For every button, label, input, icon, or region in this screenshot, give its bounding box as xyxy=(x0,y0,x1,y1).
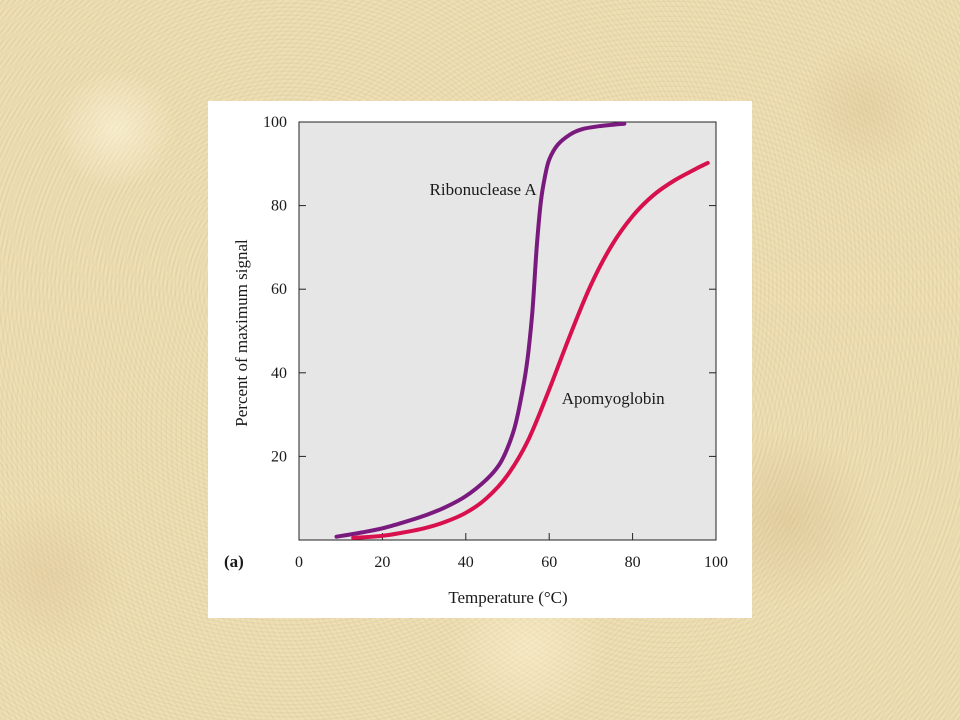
curve-label-ribonuclease-a: Ribonuclease A xyxy=(430,180,538,199)
x-tick-label-80: 80 xyxy=(625,554,641,571)
y-tick-label-60: 60 xyxy=(271,281,287,298)
x-axis-title: Temperature (°C) xyxy=(448,588,567,607)
melting-curve-chart: 20 40 60 80 100 0 20 40 60 80 100 Ribonuclease A A… xyxy=(224,114,728,607)
y-tick-label-20: 20 xyxy=(271,448,287,465)
curve-label-apomyoglobin: Apomyoglobin xyxy=(562,389,665,408)
x-tick-label-0: 0 xyxy=(295,554,303,571)
y-axis-title: Percent of maximum signal xyxy=(232,239,251,427)
curve-ribonuclease-a xyxy=(334,121,627,539)
y-tick-label-80: 80 xyxy=(271,198,287,215)
curve-apomyoglobin xyxy=(351,161,710,540)
plot-area xyxy=(298,121,717,541)
panel-label: (a) xyxy=(224,552,244,571)
x-tick-label-20: 20 xyxy=(374,554,390,571)
x-tick-label-40: 40 xyxy=(458,554,474,571)
y-axis-ticks: 20 40 60 80 100 xyxy=(263,114,716,465)
x-axis-ticks: 0 20 40 60 80 100 xyxy=(295,533,728,571)
curve-labels: Ribonuclease A Apomyoglobin xyxy=(430,180,666,408)
x-tick-label-60: 60 xyxy=(541,554,557,571)
chart-figure: 20 40 60 80 100 0 20 40 60 80 100 Ribonuclease A A… xyxy=(208,101,752,618)
y-tick-label-100: 100 xyxy=(263,114,287,131)
curves xyxy=(334,121,710,540)
y-tick-label-40: 40 xyxy=(271,365,287,382)
x-tick-label-100: 100 xyxy=(704,554,728,571)
